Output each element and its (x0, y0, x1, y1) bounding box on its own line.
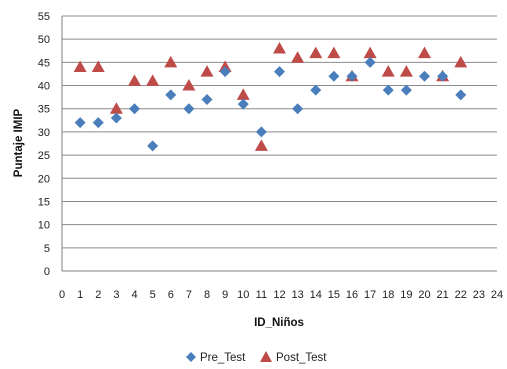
legend-pre-test-label: Pre_Test (200, 352, 246, 364)
x-tick-label: 14 (310, 289, 322, 301)
x-tick-label: 21 (437, 289, 449, 301)
y-tick-labels: 0 5 10 15 20 25 30 35 40 45 50 55 (38, 11, 50, 278)
y-tick-label: 45 (38, 57, 50, 69)
post-test-point (309, 46, 323, 59)
legend-post-test-label: Post_Test (276, 352, 327, 364)
x-tick-label: 0 (59, 289, 65, 301)
y-tick-label: 40 (38, 81, 50, 93)
x-tick-label: 16 (346, 289, 358, 301)
pre-test-point (437, 70, 449, 82)
pre-test-point (74, 117, 86, 129)
x-tick-label: 11 (256, 289, 267, 301)
x-tick-label: 13 (292, 289, 304, 301)
pre-test-point (310, 84, 322, 96)
x-tick-label: 12 (273, 289, 285, 301)
post-test-point (399, 65, 413, 77)
y-tick-label: 5 (44, 243, 50, 255)
y-tick-label: 15 (38, 196, 50, 208)
pre-test-point (219, 66, 231, 78)
y-tick-label: 50 (38, 34, 50, 46)
pre-test-point (147, 140, 159, 152)
y-axis-title: Puntaje IMIP (13, 108, 25, 177)
post-test-point (109, 102, 123, 114)
post-test-point (182, 79, 196, 91)
data-points (73, 41, 468, 152)
x-tick-label: 5 (150, 289, 156, 301)
x-tick-label: 8 (204, 289, 210, 301)
pre-test-point (165, 89, 177, 101)
post-test-point (273, 41, 286, 54)
pre-test-point (292, 103, 304, 115)
x-tick-label: 1 (77, 289, 83, 301)
post-test-point (128, 74, 141, 86)
x-tick-label: 19 (400, 289, 412, 301)
pre-test-point (129, 103, 140, 115)
y-tick-label: 35 (38, 104, 50, 116)
x-tick-label: 2 (95, 289, 101, 301)
post-test-point (418, 46, 431, 59)
post-test-point (146, 74, 160, 86)
post-test-point (254, 139, 268, 151)
pre-test-point (419, 70, 430, 82)
post-test-point (91, 60, 105, 72)
legend: Pre_Test Post_Test (186, 351, 327, 364)
y-tick-label: 0 (44, 266, 50, 278)
x-tick-label: 9 (222, 289, 228, 301)
legend-pre-test-marker (186, 352, 196, 362)
y-tick-label: 20 (38, 173, 50, 185)
post-test-point (363, 46, 377, 59)
x-tick-label: 23 (473, 289, 485, 301)
pre-test-point (382, 84, 394, 96)
pre-test-point (110, 112, 122, 124)
post-test-point (236, 88, 250, 100)
pre-test-point (364, 56, 376, 68)
pre-test-point (201, 93, 213, 105)
post-test-point (454, 55, 468, 68)
x-tick-label: 4 (131, 289, 137, 301)
post-test-point (291, 51, 305, 63)
pre-test-point (237, 98, 249, 110)
x-tick-labels: 0 1 2 3 4 5 6 7 8 9 10 11 12 13 14 15 16 17 18 19 20 21 22 23 24 (59, 289, 503, 301)
legend-post-test-marker (260, 351, 272, 362)
pre-test-point (400, 84, 412, 96)
x-tick-label: 15 (328, 289, 340, 301)
x-axis-title: ID_Niños (254, 317, 304, 329)
post-test-point (381, 65, 395, 77)
y-tick-label: 55 (38, 11, 50, 23)
x-tick-label: 17 (364, 289, 376, 301)
pre-test-point (274, 66, 285, 78)
post-test-point (164, 55, 178, 68)
x-tick-label: 18 (382, 289, 394, 301)
pre-test-point (328, 70, 340, 82)
post-test-point (200, 65, 214, 77)
y-tick-label: 30 (38, 127, 50, 139)
axes (61, 16, 497, 272)
x-tick-label: 22 (455, 289, 467, 301)
x-tick-label: 24 (491, 289, 503, 301)
post-test-point (73, 60, 87, 72)
pre-test-point (346, 70, 358, 82)
post-test-point (327, 46, 341, 59)
pre-test-point (92, 117, 104, 129)
x-tick-label: 10 (237, 289, 249, 301)
pre-test-point (255, 126, 267, 138)
y-tick-label: 10 (38, 220, 50, 232)
x-tick-label: 3 (113, 289, 119, 301)
x-tick-label: 6 (168, 289, 174, 301)
pre-test-point (183, 103, 195, 115)
y-tick-label: 25 (38, 150, 50, 162)
x-tick-label: 7 (186, 289, 192, 301)
x-tick-label: 20 (418, 289, 430, 301)
pre-test-point (455, 89, 467, 101)
